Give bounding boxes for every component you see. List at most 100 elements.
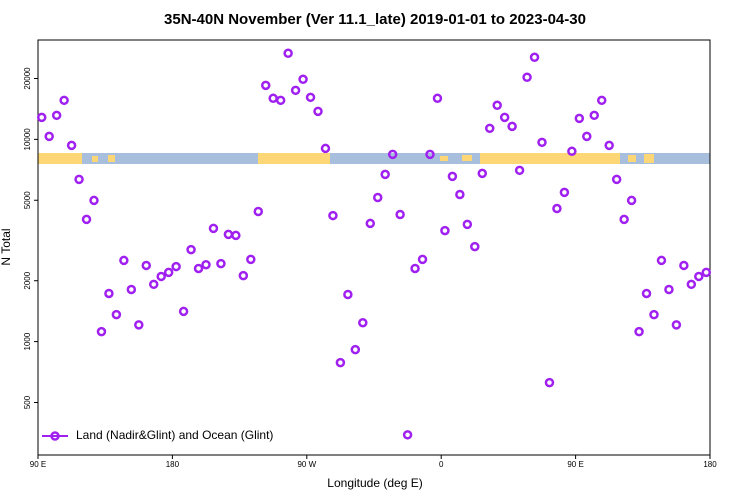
data-point (604, 140, 614, 151)
data-point (529, 52, 540, 63)
data-point (649, 309, 659, 320)
data-point (156, 271, 166, 282)
data-point (111, 309, 122, 320)
data-point (246, 254, 256, 265)
data-point (671, 320, 682, 330)
data-point (148, 279, 159, 290)
data-point (193, 263, 204, 274)
data-point (455, 189, 465, 200)
data-point (134, 320, 144, 330)
data-point (440, 225, 450, 236)
data-point (171, 261, 181, 272)
y-tick-label: 20000 (23, 67, 32, 90)
data-point (425, 149, 435, 160)
data-point (492, 100, 502, 111)
data-point (74, 174, 84, 185)
data-point (589, 110, 600, 121)
chart-title: 35N-40N November (Ver 11.1_late) 2019-01… (164, 11, 586, 28)
data-point (335, 357, 346, 368)
data-point (447, 171, 458, 182)
x-tick-label: 0 (439, 460, 444, 469)
data-point (432, 93, 443, 104)
ocean-band (38, 153, 654, 164)
data-point (410, 263, 420, 274)
data-point (290, 85, 301, 96)
data-point (522, 72, 532, 83)
data-point (343, 289, 353, 300)
data-point (514, 165, 525, 176)
surface-band (38, 153, 710, 164)
data-point (372, 192, 383, 203)
data-point (119, 255, 129, 266)
plot-frame (37, 39, 711, 456)
data-point (260, 80, 271, 91)
data-point (664, 284, 674, 295)
data-point (89, 195, 99, 206)
data-point (626, 195, 637, 206)
data-point (686, 279, 697, 290)
legend-label: Land (Nadir&Glint) and Ocean (Glint) (76, 428, 273, 442)
data-point (358, 317, 368, 328)
x-tick-label: 180 (166, 460, 180, 469)
data-point (275, 95, 286, 106)
data-point (208, 223, 219, 234)
data-point (477, 168, 488, 179)
data-point (66, 140, 77, 151)
data-point (470, 241, 480, 252)
data-point (611, 174, 622, 185)
data-point (567, 146, 577, 157)
data-point (596, 95, 607, 106)
x-tick-label: 90 E (567, 460, 583, 469)
data-point (350, 344, 361, 355)
data-point (178, 306, 189, 317)
data-point (619, 214, 629, 225)
data-point (679, 260, 689, 271)
data-point (582, 131, 592, 142)
data-point (634, 326, 644, 337)
data-point (417, 254, 428, 265)
x-tick-label: 180 (703, 460, 717, 469)
data-point (51, 110, 62, 121)
data-point (544, 377, 555, 388)
data-point (305, 92, 316, 103)
y-tick-label: 1000 (23, 332, 32, 350)
data-point (484, 123, 495, 134)
data-point (387, 149, 398, 160)
data-point (104, 288, 114, 299)
data-point (402, 430, 413, 440)
x-axis-label: Longitude (deg E) (327, 476, 422, 490)
data-point (365, 218, 376, 229)
x-tick-label: 90 E (30, 460, 46, 469)
data-point (141, 260, 152, 271)
data-point (44, 131, 54, 142)
data-point (231, 230, 241, 241)
data-point (552, 203, 562, 214)
data-point (126, 284, 137, 295)
y-tick-label: 500 (23, 395, 32, 409)
data-point (380, 169, 390, 180)
data-point (694, 271, 704, 282)
data-point (298, 74, 308, 85)
data-point (186, 244, 196, 255)
data-point (656, 255, 667, 266)
data-point (328, 210, 338, 221)
data-point (574, 113, 585, 124)
legend-marker (50, 431, 60, 441)
y-tick-label: 5000 (23, 191, 32, 209)
y-axis-label: N Total (0, 228, 13, 265)
data-point (283, 48, 293, 58)
data-point (701, 267, 712, 278)
data-point (320, 143, 331, 154)
data-point (395, 209, 405, 220)
data-point (36, 112, 47, 123)
data-point (201, 259, 211, 270)
data-point (238, 270, 249, 281)
data-point (641, 288, 652, 299)
data-point (253, 206, 264, 217)
x-tick-label: 90 W (297, 460, 316, 469)
data-point (462, 219, 473, 230)
data-point (559, 187, 570, 198)
data-point (537, 137, 547, 148)
data-point (163, 267, 174, 278)
